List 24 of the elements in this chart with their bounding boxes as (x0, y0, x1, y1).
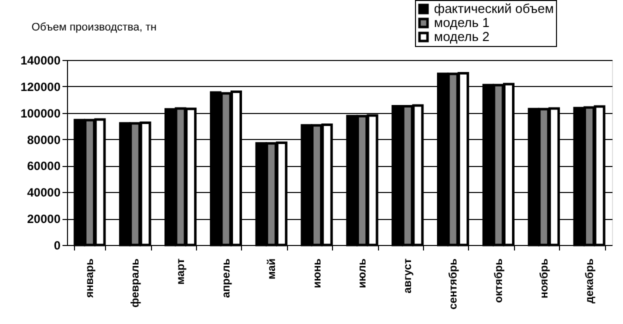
x-tick-label: май (266, 258, 278, 280)
y-tick-label: 80000 (27, 132, 61, 147)
x-tick-label: октябрь (492, 258, 505, 303)
x-tick-label: июль (356, 258, 369, 288)
legend-label: модель 2 (434, 29, 490, 44)
legend-label: модель 1 (434, 15, 490, 30)
x-tick-label: февраль (130, 258, 142, 308)
x-tick-label: апрель (220, 258, 232, 298)
y-tick-label: 100000 (20, 106, 61, 120)
x-tick-label: сентябрь (448, 258, 460, 310)
x-tick-label: январь (84, 258, 96, 298)
y-tick-label: 140000 (20, 54, 61, 68)
x-tick-label: март (175, 258, 188, 285)
y-tick-label: 60000 (27, 159, 61, 174)
x-tick-label: декабрь (584, 258, 596, 304)
y-axis-title: Объем производства, тн (32, 22, 157, 34)
x-tick-label: ноябрь (538, 258, 550, 298)
y-tick-label: 120000 (20, 80, 61, 94)
y-tick-label: 20000 (27, 212, 61, 226)
y-tick-label: 40000 (27, 186, 61, 200)
x-tick-label: август (402, 258, 414, 294)
legend-label: фактический объем (434, 1, 554, 16)
y-tick-label: 0 (54, 238, 61, 252)
x-tick-label: июнь (311, 258, 324, 288)
